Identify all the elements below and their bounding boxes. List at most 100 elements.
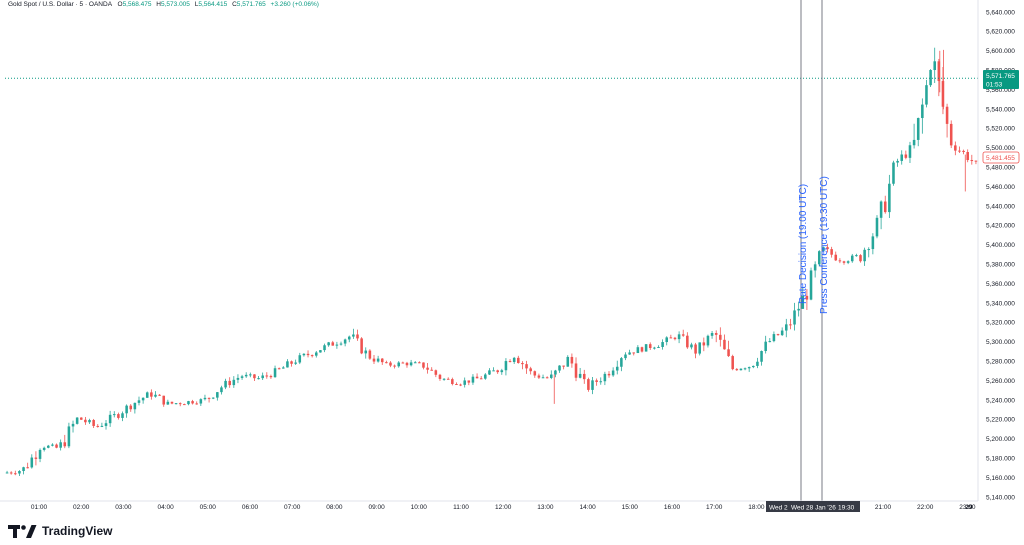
candle-up: [249, 372, 252, 378]
candle-down: [265, 372, 269, 379]
price-tick-label: 5,460.000: [986, 184, 1015, 191]
candle-up: [71, 420, 75, 433]
candle-up: [739, 368, 743, 371]
event-label-rate-decision: Rate Decision (19:00 UTC): [798, 184, 809, 304]
candle-body: [459, 384, 462, 386]
current-price-countdown: 01:53: [986, 82, 1003, 89]
candle-body: [88, 420, 91, 423]
open-value: 5,568.475: [123, 1, 152, 8]
candle-down: [438, 373, 442, 381]
candle-up: [566, 355, 570, 367]
time-tick-label: 09:00: [368, 504, 385, 511]
candle-up: [657, 345, 660, 348]
candle-body: [970, 160, 974, 162]
candle-body: [789, 324, 792, 326]
candle-up: [154, 391, 157, 398]
candle-body: [236, 377, 240, 380]
tradingview-logo[interactable]: TradingView: [8, 522, 112, 540]
candle-body: [84, 419, 87, 423]
candle-body: [207, 397, 211, 399]
candle-body: [941, 81, 945, 107]
candle-up: [863, 247, 866, 266]
candle-up: [661, 339, 664, 350]
candle-down: [570, 353, 574, 368]
candle-down: [129, 404, 133, 412]
candle-up: [892, 160, 895, 186]
candle-body: [735, 369, 739, 371]
candle-up: [319, 350, 322, 353]
current-price-badge: 5,571.765 01:53: [983, 70, 1019, 89]
candle-down: [84, 416, 87, 425]
candle-down: [702, 337, 706, 352]
candle-body: [26, 467, 29, 469]
candle-up: [18, 470, 21, 477]
candle-down: [228, 377, 231, 388]
candle-down: [310, 354, 314, 358]
price-tick-label: 5,600.000: [986, 48, 1015, 55]
candle-up: [929, 69, 932, 88]
candle-body: [277, 368, 281, 370]
candle-body: [805, 295, 809, 300]
candle-down: [830, 246, 833, 258]
candle-body: [648, 344, 652, 349]
price-tick-label: 5,340.000: [986, 300, 1015, 307]
candle-body: [574, 363, 578, 378]
candle-up: [797, 301, 800, 317]
candle-body: [508, 361, 512, 363]
candle-up: [653, 346, 656, 350]
candle-body: [863, 249, 866, 262]
candle-up: [409, 359, 413, 367]
candle-up: [471, 374, 475, 385]
candle-up: [764, 335, 767, 354]
candle-up: [59, 439, 62, 451]
candle-body: [249, 374, 252, 376]
price-tick-label: 5,400.000: [986, 242, 1015, 249]
candle-body: [525, 364, 528, 369]
price-tick-label: 5,620.000: [986, 29, 1015, 36]
candle-body: [492, 370, 495, 372]
candle-up: [665, 336, 669, 346]
candle-body: [216, 392, 219, 398]
candle-down: [842, 260, 846, 265]
candle-up: [314, 350, 318, 358]
candle-body: [327, 342, 330, 346]
candle-body: [929, 70, 932, 86]
candle-down: [545, 376, 549, 379]
candle-body: [661, 342, 664, 347]
candle-body: [302, 353, 306, 356]
candle-body: [352, 334, 355, 337]
candle-up: [108, 410, 112, 427]
candle-up: [620, 356, 623, 372]
candle-down: [380, 358, 384, 365]
candle-body: [702, 342, 706, 346]
candle-up: [216, 391, 219, 401]
candle-body: [306, 353, 310, 356]
price-tick-label: 5,420.000: [986, 223, 1015, 230]
candle-up: [413, 361, 417, 364]
candle-up: [174, 402, 178, 405]
candle-body: [706, 335, 710, 346]
candle-up: [875, 215, 879, 239]
brand-name: TradingView: [42, 524, 113, 538]
candle-body: [59, 442, 62, 448]
candle-body: [603, 373, 607, 382]
candle-body: [954, 145, 957, 151]
candle-down: [789, 318, 792, 330]
candle-down: [962, 149, 965, 155]
candle-body: [244, 374, 248, 377]
candle-body: [368, 350, 372, 359]
candle-down: [418, 361, 421, 364]
candle-up: [706, 334, 710, 348]
candle-up: [801, 286, 805, 309]
time-axis[interactable]: 01:00 02:00 03:00 04:00 05:00 06:00 07:00 08:00…: [0, 500, 978, 511]
candle-down: [727, 340, 730, 358]
candle-up: [203, 394, 207, 401]
candle-down: [178, 402, 182, 407]
time-badge-time: 19:30: [838, 505, 855, 512]
candle-up: [286, 359, 289, 368]
candle-body: [628, 352, 631, 355]
candle-body: [42, 447, 46, 450]
candle-up: [335, 341, 339, 349]
candle-body: [698, 342, 701, 354]
